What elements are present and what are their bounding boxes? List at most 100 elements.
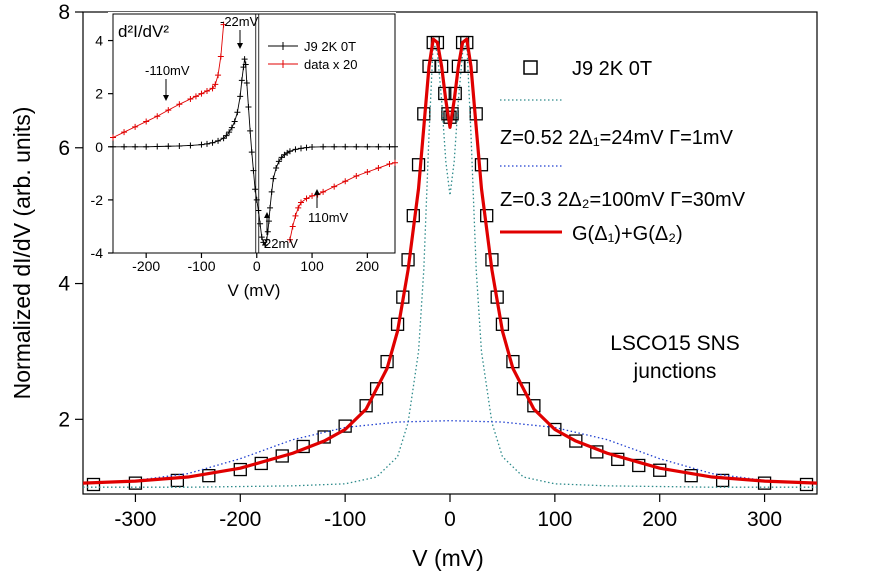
inset-plus-point: [320, 143, 327, 150]
inset-plus-point: [215, 72, 222, 79]
data-square-point: [128, 476, 143, 490]
inset-legend-label-0: J9 2K 0T: [304, 39, 356, 54]
inset-plus-point: [331, 183, 338, 190]
inset-legend-label-1: data x 20: [304, 57, 358, 72]
inset-plus-point: [228, 124, 235, 131]
annotation-line1: LSCO15 SNS: [610, 332, 740, 355]
inset-plus-point: [258, 234, 265, 241]
inset-plus-point: [268, 188, 275, 195]
inset-plus-point: [250, 167, 257, 174]
inset-plus-point: [273, 165, 280, 172]
inset-plus-point: [289, 223, 296, 230]
inset-plus-point: [286, 148, 293, 155]
inset-plus-point: [154, 113, 161, 120]
inset-plus-point: [275, 158, 282, 165]
main-x-tick-label: -100: [324, 508, 366, 531]
inset-plus-point: [298, 145, 304, 152]
inset-plus-point: [267, 204, 274, 211]
fit-delta2-line: [82, 420, 818, 485]
main-x-tick-label: 300: [747, 508, 782, 531]
inset-plus-point: [198, 90, 205, 97]
inset-arrowhead-neg22: [237, 43, 243, 49]
inset-plus-point: [392, 143, 398, 150]
inset-plus-point: [278, 154, 285, 161]
inset-x-tick-label: -100: [187, 258, 215, 274]
inset-plus-point: [309, 144, 316, 151]
inset-plus-point: [226, 129, 233, 136]
inset-plus-point: [143, 118, 150, 125]
inset-plus-point: [364, 169, 371, 176]
main-marks: [82, 35, 818, 492]
inset-plus-point: [209, 139, 216, 146]
inset-plus-point: [270, 175, 277, 182]
inset-plus-point: [121, 143, 128, 150]
inset-plus-point: [253, 196, 260, 203]
legend-label-fit1: Z=0.52 2Δ₁=24mV Γ=1mV: [500, 127, 734, 149]
inset-plus-point: [386, 161, 393, 168]
main-x-tick-label: -200: [219, 508, 261, 531]
inset-plus-point: [331, 143, 338, 150]
inset-plus-point: [212, 81, 219, 88]
inset-plus-point: [223, 132, 230, 139]
inset-x-tick-label: 200: [356, 258, 380, 274]
main-y-tick-label: 8: [58, 1, 70, 24]
inset-plus-point: [198, 141, 205, 148]
inset-plus-point: [165, 107, 172, 114]
inset-y-tick-label: 0: [95, 139, 103, 155]
data-square-point: [474, 158, 489, 172]
inset-plus-point: [215, 137, 222, 144]
inset-plus-point: [375, 143, 382, 150]
inset-series-line-1: [112, 24, 225, 138]
data-square-point: [359, 399, 373, 413]
inset-plus-point: [220, 21, 227, 28]
annotation-line2: junctions: [633, 360, 717, 383]
inset-plus-point: [241, 56, 248, 63]
data-square-point: [411, 158, 426, 172]
inset-y-tick-label: -4: [91, 245, 104, 261]
legend-label-fit2: Z=0.3 2Δ₂=100mV Γ=30mV: [500, 189, 746, 211]
inset-y-title: d²I/dV²: [118, 22, 169, 41]
data-square-point: [516, 382, 531, 396]
inset-plus-point: [132, 123, 139, 130]
inset-plus-point: [176, 101, 183, 108]
inset-plus-point: [303, 144, 310, 151]
inset-plus-point: [292, 212, 299, 219]
inset-plus-point: [237, 93, 244, 100]
inset-background: [108, 12, 396, 254]
inset-plus-point: [247, 127, 254, 134]
inset-plus-point: [292, 146, 299, 153]
main-x-tick-label: 100: [537, 508, 572, 531]
inset-plus-point: [204, 88, 210, 95]
inset-plus-point: [375, 165, 382, 172]
inset-plus-point: [295, 204, 302, 211]
data-square-point: [715, 473, 730, 488]
inset-plus-point: [255, 207, 262, 214]
inset-plus-point: [242, 61, 249, 68]
inset-x-tick-label: -200: [132, 258, 160, 274]
inset-x-tick-label: 0: [253, 258, 261, 274]
inset-plus-point: [353, 143, 360, 150]
main-y-tick-label: 6: [58, 137, 70, 160]
inset-y-tick-label: 4: [95, 33, 103, 49]
inset-plus-point: [220, 135, 227, 142]
inset-plus-point: [342, 143, 349, 150]
legend-label-sum: G(Δ₁)+G(Δ₂): [572, 223, 683, 245]
inset-plus-point: [364, 143, 371, 150]
inset-x-title: V (mV): [228, 281, 281, 300]
data-square-point: [799, 477, 814, 492]
data-square-point: [170, 473, 185, 488]
inset-plus-point: [204, 140, 210, 147]
inset-plus-point: [252, 186, 259, 193]
inset-plus-point: [303, 195, 310, 202]
data-square-point: [338, 419, 352, 433]
inset-plus-point: [320, 188, 327, 195]
inset-plus-point: [309, 192, 316, 199]
inset-plus-point: [238, 77, 245, 84]
inset-legend: J9 2K 0T data x 20: [268, 39, 358, 72]
inset-plus-point: [386, 143, 393, 150]
data-square-point: [369, 382, 384, 396]
y-axis-title: Normalized dI/dV (arb. units): [9, 107, 35, 400]
x-axis-title: V (mV): [412, 545, 484, 571]
inset-plus-point: [132, 143, 139, 150]
